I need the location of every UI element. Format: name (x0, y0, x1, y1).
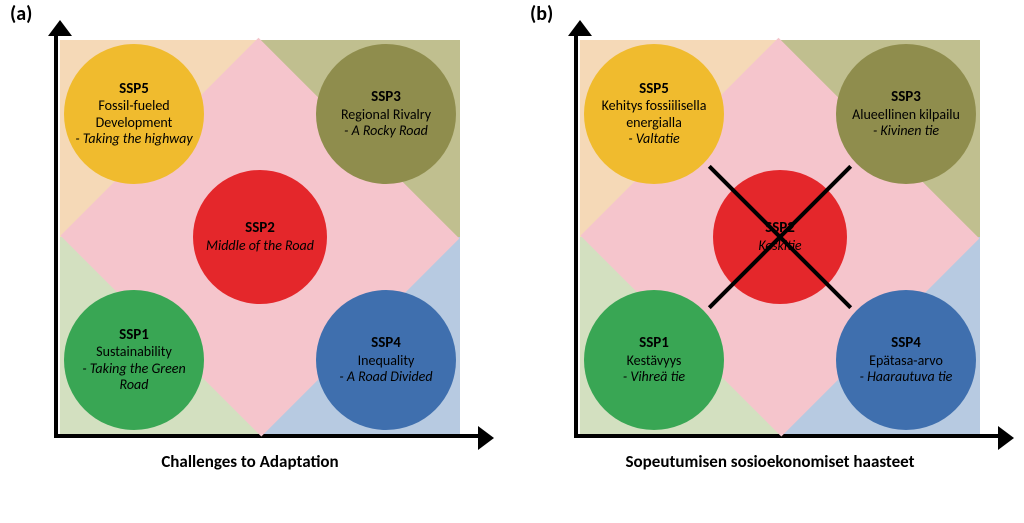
ssp1-tag: - Vihreä tie (623, 369, 685, 385)
ssp1-code: SSP1 (639, 335, 669, 352)
ssp2-node: SSP2 Middle of the Road (193, 170, 327, 304)
ssp5-code: SSP5 (119, 81, 149, 98)
y-axis (54, 32, 58, 438)
panel-a-xlabel: Challenges to Adaptation (161, 451, 338, 472)
ssp1-name: Kestävyys (627, 353, 682, 369)
ssp5-name: Kehitys fossiilisella energialla (590, 98, 718, 130)
ssp5-tag: - Valtatie (628, 131, 679, 147)
ssp3-code: SSP3 (371, 89, 401, 106)
ssp3-tag: - Kivinen tie (873, 123, 939, 139)
x-axis (574, 434, 1002, 438)
ssp3-name: Regional Rivalry (341, 107, 431, 123)
ssp4-code: SSP4 (371, 335, 401, 352)
ssp3-tag: - A Rocky Road (344, 123, 428, 139)
x-axis (54, 434, 482, 438)
ssp4-node: SSP4 Inequality - A Road Divided (316, 290, 456, 430)
ssp1-code: SSP1 (119, 327, 149, 344)
panel-b-xlabel: Sopeutumisen sosioekonomiset haasteet (626, 451, 915, 472)
plot-area-a: SSP5 Fossil-fueled Development - Taking … (60, 40, 460, 434)
ssp4-name: Inequality (358, 353, 415, 369)
ssp5-name: Fossil-fueled Development (70, 98, 198, 130)
ssp3-name: Alueellinen kilpailu (852, 107, 960, 123)
ssp5-tag: - Taking the highway (75, 131, 192, 147)
plot-area-b: SSP5 Kehitys fossiilisella energialla - … (580, 40, 980, 434)
panel-b: Hillinnän sosioekonomiset haasteet Sopeu… (530, 20, 1010, 500)
ssp2-code: SSP2 (245, 220, 275, 237)
ssp5-node: SSP5 Fossil-fueled Development - Taking … (64, 44, 204, 184)
ssp4-name: Epätasa-arvo (869, 353, 943, 369)
ssp3-code: SSP3 (891, 89, 921, 106)
panel-a: Challenges to Mitigation Challenges to A… (10, 20, 490, 500)
ssp1-name: Sustainability (96, 344, 172, 360)
ssp4-code: SSP4 (891, 335, 921, 352)
ssp2-tag: Middle of the Road (206, 238, 314, 254)
ssp3-node: SSP3 Regional Rivalry - A Rocky Road (316, 44, 456, 184)
ssp4-tag: - Haarautuva tie (860, 369, 953, 385)
ssp1-node: SSP1 Sustainability - Taking the Green R… (64, 290, 204, 430)
ssp1-tag: - Taking the Green Road (70, 361, 198, 393)
ssp2-crossed-icon (700, 157, 860, 317)
y-axis (574, 32, 578, 438)
ssp4-tag: - A Road Divided (339, 369, 432, 385)
ssp5-code: SSP5 (639, 81, 669, 98)
